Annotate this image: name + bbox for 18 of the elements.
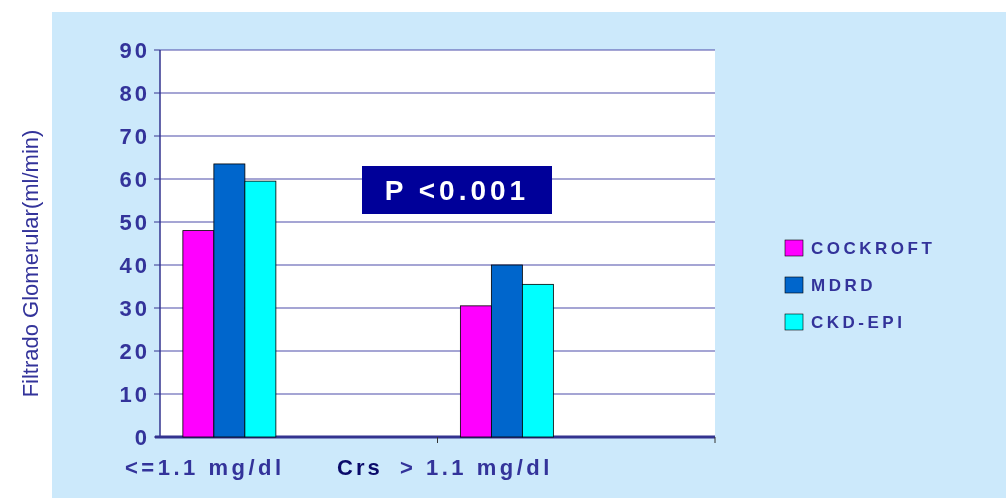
y-tick-label: 30	[119, 295, 150, 321]
y-tick-label: 40	[119, 252, 150, 278]
y-tick-label: 0	[134, 424, 150, 450]
legend-label: CKD-EPI	[811, 312, 906, 332]
x-tick-label: <=1.1 mg/dl	[125, 455, 285, 480]
y-tick-label: 20	[119, 338, 150, 364]
x-tick-label: > 1.1 mg/dl	[400, 455, 553, 480]
y-tick-label: 80	[119, 80, 150, 106]
y-tick-label: 60	[119, 166, 150, 192]
x-axis-title: Crs	[337, 455, 383, 480]
annotation: P <0.001	[384, 174, 530, 206]
legend-label: COCKROFT	[811, 238, 936, 258]
legend-label: MDRD	[811, 275, 876, 295]
y-tick-label: 70	[119, 123, 150, 149]
y-tick-label: 90	[119, 37, 150, 63]
y-tick-label: 10	[119, 381, 150, 407]
y-axis-title: Filtrado Glomerular(ml/min)	[18, 129, 43, 398]
y-tick-label: 50	[119, 209, 150, 235]
